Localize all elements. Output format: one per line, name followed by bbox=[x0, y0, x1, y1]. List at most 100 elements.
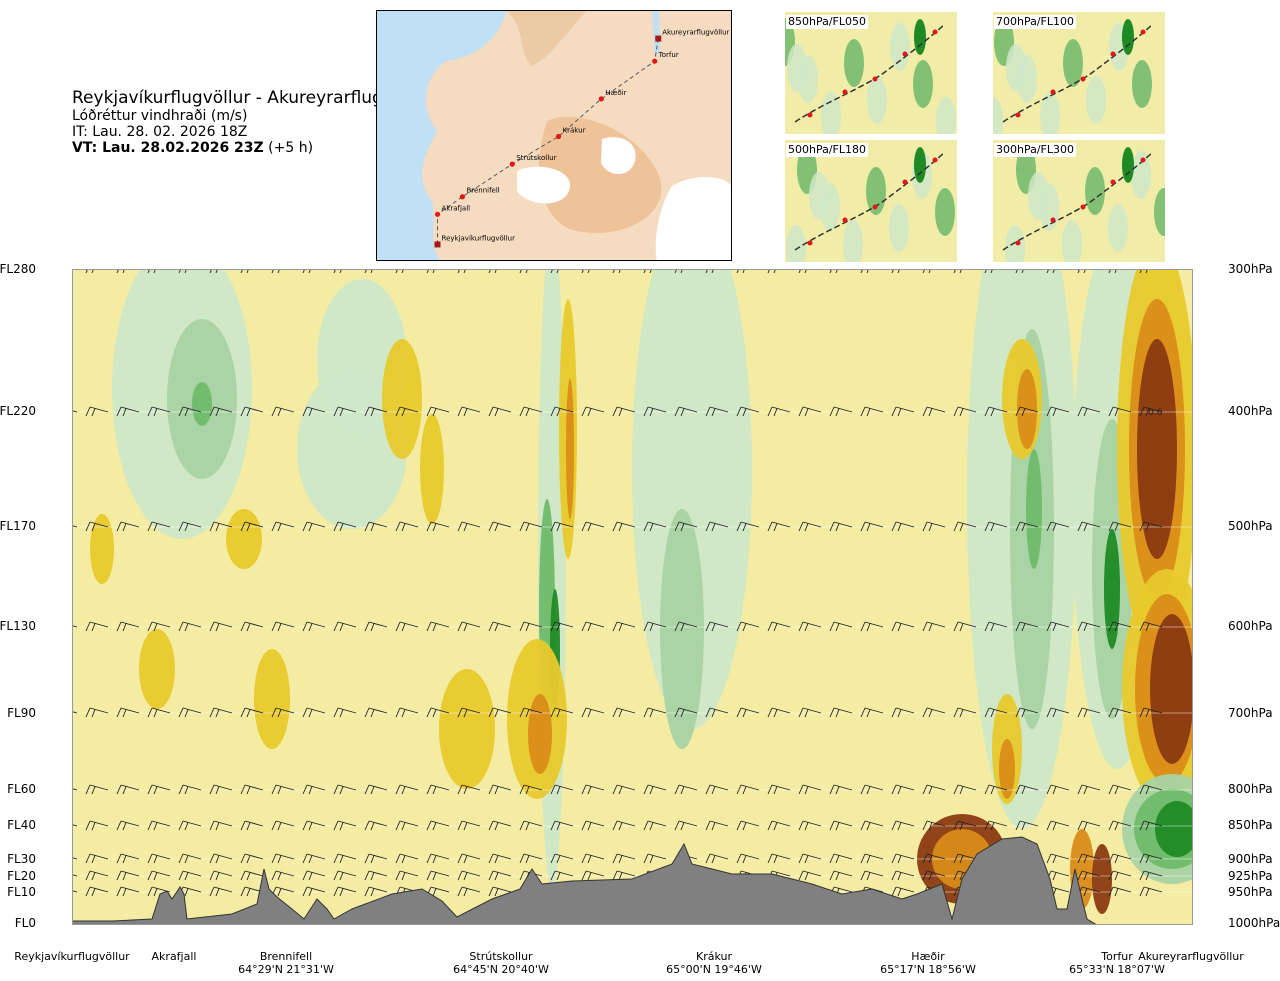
airport-marker bbox=[434, 241, 441, 248]
mini-blob bbox=[866, 167, 886, 215]
wind-barb bbox=[736, 784, 760, 795]
wind-barb bbox=[395, 870, 419, 881]
wind-barb bbox=[736, 820, 760, 831]
wind-contour bbox=[139, 629, 175, 709]
wind-barb bbox=[116, 707, 140, 718]
wind-barb bbox=[922, 707, 946, 718]
wind-barb bbox=[333, 707, 357, 718]
wind-barb bbox=[1077, 406, 1101, 417]
wind-barb bbox=[302, 406, 326, 417]
wind-barb bbox=[85, 870, 109, 881]
location-coord: 65°33'N 18°07'W bbox=[1069, 963, 1165, 976]
wind-barb bbox=[829, 784, 853, 795]
wind-barb bbox=[736, 406, 760, 417]
wind-barb bbox=[767, 784, 791, 795]
wind-barb bbox=[891, 621, 915, 632]
wind-barb bbox=[271, 621, 295, 632]
wind-contour bbox=[382, 339, 422, 459]
wind-barb bbox=[1139, 886, 1163, 897]
wind-barb bbox=[581, 784, 605, 795]
wind-barb bbox=[1108, 406, 1132, 417]
mini-route bbox=[794, 151, 946, 251]
wind-barb bbox=[922, 406, 946, 417]
wind-barb bbox=[612, 621, 636, 632]
title-block: Reykjavíkurflugvöllur - Akureyrarflugvöl… bbox=[72, 88, 431, 156]
wind-barb bbox=[116, 820, 140, 831]
wind-contour bbox=[192, 382, 212, 426]
wind-barb bbox=[519, 784, 543, 795]
location-name: Strútskollur bbox=[469, 950, 533, 963]
x-location: Hæðir 65°17'N 18°56'W bbox=[880, 950, 976, 976]
wind-barb bbox=[147, 621, 171, 632]
wind-barb bbox=[860, 621, 884, 632]
wind-contour bbox=[1155, 801, 1193, 857]
x-location: Krákur 65°00'N 19°46'W bbox=[666, 950, 762, 976]
wind-barb bbox=[72, 410, 78, 413]
wind-barb bbox=[736, 853, 760, 864]
wind-barb bbox=[85, 853, 109, 864]
mini-waypoint bbox=[1140, 157, 1146, 163]
wind-barb bbox=[457, 784, 481, 795]
wind-barb bbox=[426, 820, 450, 831]
wind-barb bbox=[798, 820, 822, 831]
x-location: Torfur 65°33'N 18°07'W bbox=[1069, 950, 1165, 976]
wind-barb bbox=[364, 621, 388, 632]
wind-barb bbox=[116, 621, 140, 632]
y-tick-left: FL220 bbox=[0, 404, 36, 418]
wind-barb bbox=[829, 406, 853, 417]
wind-barb bbox=[147, 521, 171, 532]
wind-barb bbox=[674, 784, 698, 795]
wind-barb bbox=[209, 707, 233, 718]
wind-barb bbox=[1046, 820, 1070, 831]
wind-barb bbox=[85, 820, 109, 831]
wind-barb bbox=[705, 784, 729, 795]
wind-barb bbox=[581, 707, 605, 718]
wind-barb bbox=[984, 621, 1008, 632]
wind-barb bbox=[488, 784, 512, 795]
wind-contour bbox=[226, 509, 262, 569]
y-tick-right: 500hPa bbox=[1228, 519, 1273, 533]
wind-barb bbox=[736, 621, 760, 632]
wind-barb bbox=[209, 406, 233, 417]
mini-waypoint bbox=[807, 112, 813, 118]
variable-label: Lóðréttur vindhraði (m/s) bbox=[72, 108, 248, 124]
wind-barb bbox=[116, 406, 140, 417]
mini-blob bbox=[821, 92, 841, 134]
issue-time: IT: Lau. 28. 02. 2026 18Z bbox=[72, 124, 248, 140]
y-tick-right: 700hPa bbox=[1228, 706, 1273, 720]
wind-barb bbox=[457, 621, 481, 632]
cross-section-plot: 0.6 bbox=[72, 269, 1193, 925]
wind-barb bbox=[333, 521, 357, 532]
wind-barb bbox=[953, 406, 977, 417]
y-tick-left: FL40 bbox=[7, 818, 36, 832]
wind-barb bbox=[72, 711, 78, 714]
valid-time: VT: Lau. 28.02.2026 23Z bbox=[72, 140, 264, 156]
wind-barb bbox=[1077, 621, 1101, 632]
wind-barb bbox=[519, 521, 543, 532]
wind-barb bbox=[829, 870, 853, 881]
wind-contour bbox=[566, 379, 574, 519]
wind-barb bbox=[860, 870, 884, 881]
wind-barb bbox=[395, 820, 419, 831]
wind-barb bbox=[1046, 621, 1070, 632]
mini-waypoint bbox=[1015, 240, 1021, 246]
wind-barb bbox=[1077, 521, 1101, 532]
wind-barb bbox=[798, 784, 822, 795]
wind-barb bbox=[891, 406, 915, 417]
wind-barb bbox=[426, 870, 450, 881]
wind-barb bbox=[829, 820, 853, 831]
mini-map-canvas bbox=[785, 12, 957, 134]
waypoint-label: Brennifell bbox=[466, 187, 499, 195]
wind-barb bbox=[271, 870, 295, 881]
wind-barb bbox=[271, 406, 295, 417]
wind-barb bbox=[643, 621, 667, 632]
wind-barb bbox=[643, 707, 667, 718]
wind-barb bbox=[333, 870, 357, 881]
fjord-north bbox=[652, 11, 660, 56]
y-tick-right: 850hPa bbox=[1228, 818, 1273, 832]
wind-barb bbox=[705, 521, 729, 532]
wind-barb bbox=[612, 784, 636, 795]
wind-barb bbox=[72, 874, 78, 877]
wind-barb bbox=[767, 621, 791, 632]
y-tick-right: 1000hPa bbox=[1228, 916, 1280, 930]
